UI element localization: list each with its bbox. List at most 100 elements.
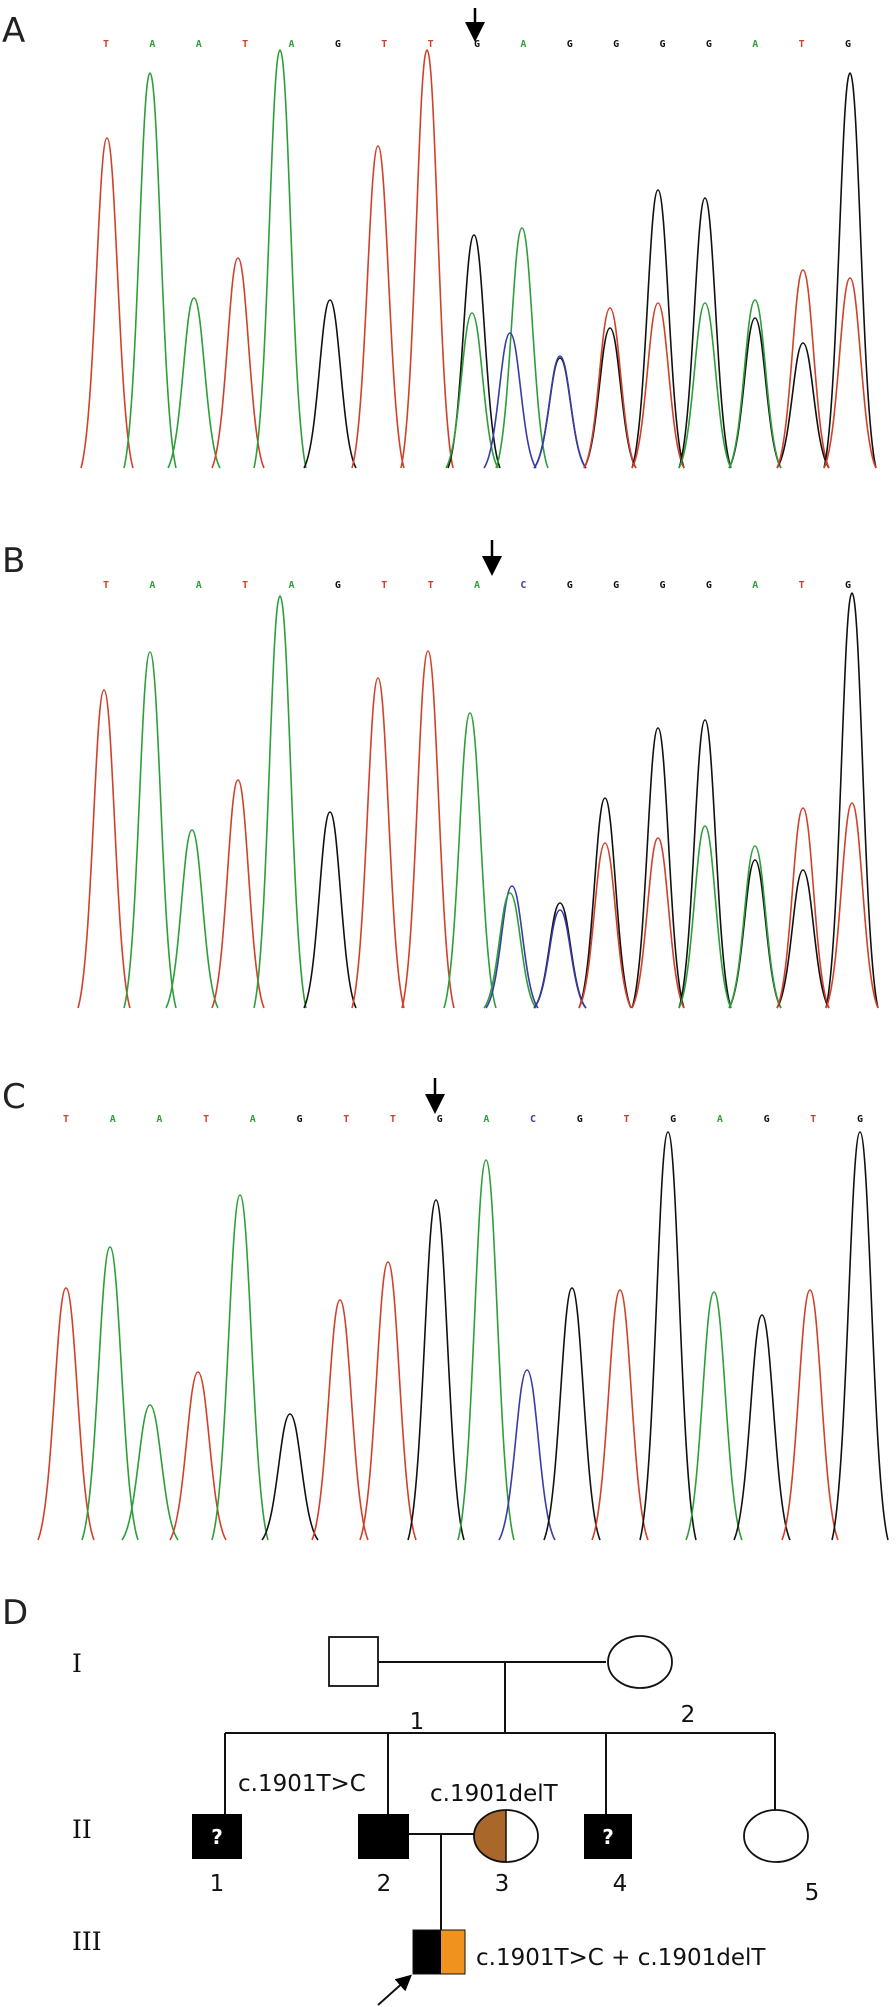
trace-peak [253,595,307,1009]
base-call: T [381,580,387,591]
base-call: T [799,580,805,591]
base-call: G [857,1114,863,1125]
trace-peak [498,1369,556,1541]
trace-peak [123,651,177,1009]
pedigree-lines [224,1661,776,1930]
trace-b [77,592,879,1009]
individual-ii4-number: 4 [613,1871,628,1897]
trace-peak [253,49,307,469]
base-call: G [670,1114,676,1125]
base-call: G [437,1114,443,1125]
trace-peak [211,257,265,469]
trace-peak [591,1289,649,1541]
trace-peak [485,885,539,1009]
individual-ii5-female [743,1809,809,1863]
individual-ii1-affected-male [192,1814,242,1859]
base-call: T [242,580,248,591]
mutation-label-iii1: c.1901T>C + c.1901delT [476,1945,766,1971]
trace-peak [167,297,221,469]
trace-peak [123,72,177,469]
trace-peak [733,1314,791,1541]
base-call: A [149,39,155,50]
trace-peak [631,727,685,1009]
base-call: T [428,580,434,591]
trace-peak [776,869,830,1009]
panel-label-a: A [2,11,25,51]
trace-peak [351,677,405,1009]
generation-label-ii: II [72,1815,92,1844]
base-call: T [428,39,434,50]
base-call: G [706,39,712,50]
trace-peak [823,72,877,469]
individual-i1-male [328,1636,379,1687]
trace-peak [831,1131,889,1541]
base-call: G [474,39,480,50]
trace-peak [261,1413,319,1541]
base-call: T [381,39,387,50]
base-call: T [103,580,109,591]
trace-peak [37,1287,95,1541]
trace-peak [639,1131,697,1541]
base-call: G [577,1114,583,1125]
trace-peak [685,1291,743,1541]
individual-ii4-affected-male [584,1814,632,1859]
trace-peak [359,1261,417,1541]
trace-peak [533,909,587,1009]
trace-peak [776,807,830,1009]
base-call: G [297,1114,303,1125]
individual-ii2-number: 2 [377,1871,392,1897]
trace-peak [678,302,732,469]
trace-peak [825,592,879,1009]
base-call: T [810,1114,816,1125]
trace-peak [728,317,782,469]
base-call: T [103,39,109,50]
trace-peak [533,355,587,469]
base-call: A [474,580,480,591]
trace-peak [578,842,632,1009]
trace-peak [728,859,782,1009]
base-call: A [156,1114,162,1125]
individual-ii5-number: 5 [805,1880,820,1906]
base-call: A [520,39,526,50]
trace-peak [543,1287,601,1541]
trace-peak [823,277,877,469]
individual-i2-female [607,1635,673,1689]
base-call: G [613,39,619,50]
trace-peak [583,307,637,469]
unknown-mark-ii4: ? [602,1825,614,1849]
trace-peak [631,837,685,1009]
base-call: A [717,1114,723,1125]
panel-label-c: C [2,1077,26,1117]
base-call: T [63,1114,69,1125]
trace-peak [728,299,782,469]
individual-iii1-proband-compound [412,1929,466,1975]
individual-ii3-number: 3 [495,1871,510,1897]
base-call: T [242,39,248,50]
base-call: G [613,580,619,591]
individual-i2-number: 2 [681,1702,696,1728]
trace-peak [776,269,830,469]
trace-peak [169,1371,227,1541]
trace-peak [400,49,454,469]
trace-c [37,1131,889,1541]
individual-ii2-affected-male [358,1814,409,1859]
mutation-label-ii3: c.1901delT [430,1781,559,1807]
trace-peak [495,227,549,469]
trace-peak [631,302,685,469]
base-call: A [196,39,202,50]
base-call: G [335,39,341,50]
trace-peak [678,719,732,1009]
trace-peak [678,825,732,1009]
individual-ii1-number: 1 [210,1871,225,1897]
base-call: G [845,580,851,591]
base-call: G [335,580,341,591]
base-call: G [567,39,573,50]
base-call: A [288,39,294,50]
trace-peak [303,299,357,469]
base-call: G [845,39,851,50]
